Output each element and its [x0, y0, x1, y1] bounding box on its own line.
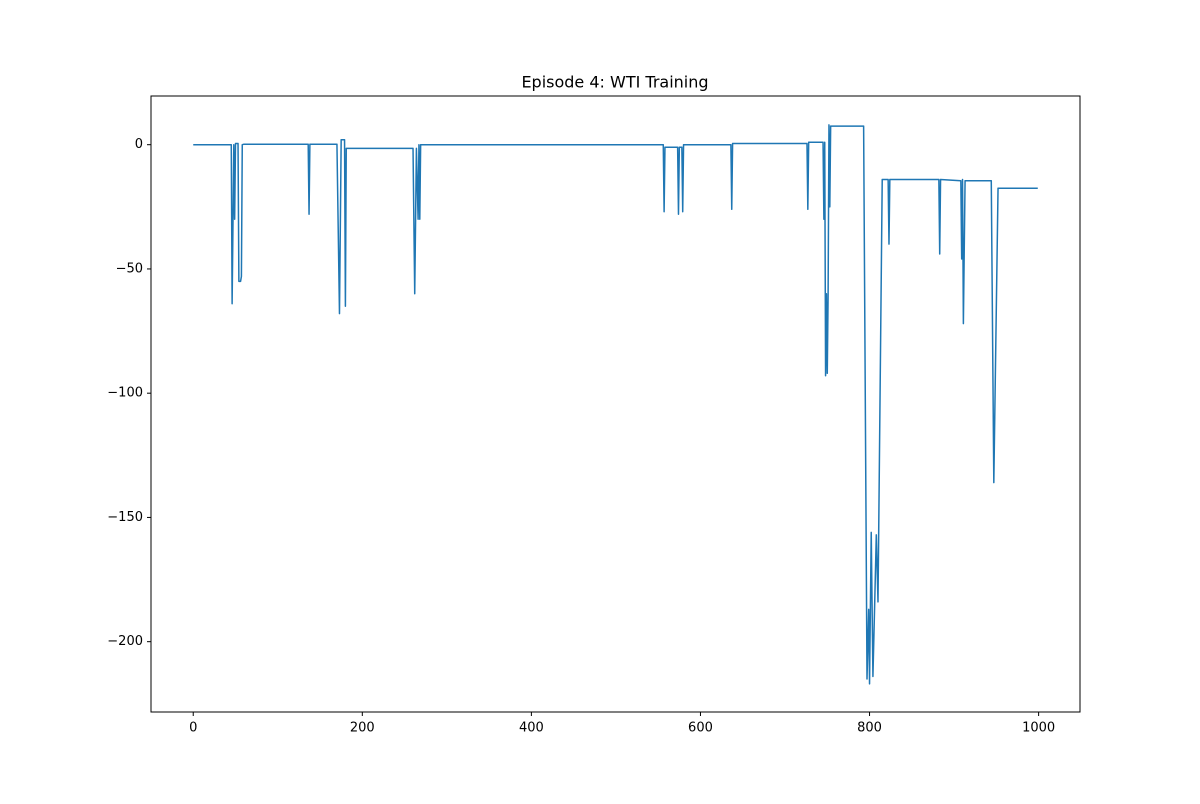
- x-tick-label: 400: [519, 721, 544, 736]
- x-tick-label: 1000: [1022, 721, 1055, 736]
- x-tick-label: 200: [350, 721, 375, 736]
- x-tick-label: 600: [688, 721, 713, 736]
- y-tick-label: −50: [116, 261, 143, 276]
- y-tick-label: −150: [107, 510, 143, 525]
- y-tick-label: −200: [107, 634, 143, 649]
- chart-title: Episode 4: WTI Training: [521, 73, 708, 92]
- data-line: [193, 124, 1038, 685]
- y-tick-label: 0: [135, 137, 143, 152]
- y-tick-label: −100: [107, 386, 143, 401]
- plot-frame: [150, 95, 1081, 713]
- x-tick-label: 800: [857, 721, 882, 736]
- x-tick-label: 0: [189, 721, 197, 736]
